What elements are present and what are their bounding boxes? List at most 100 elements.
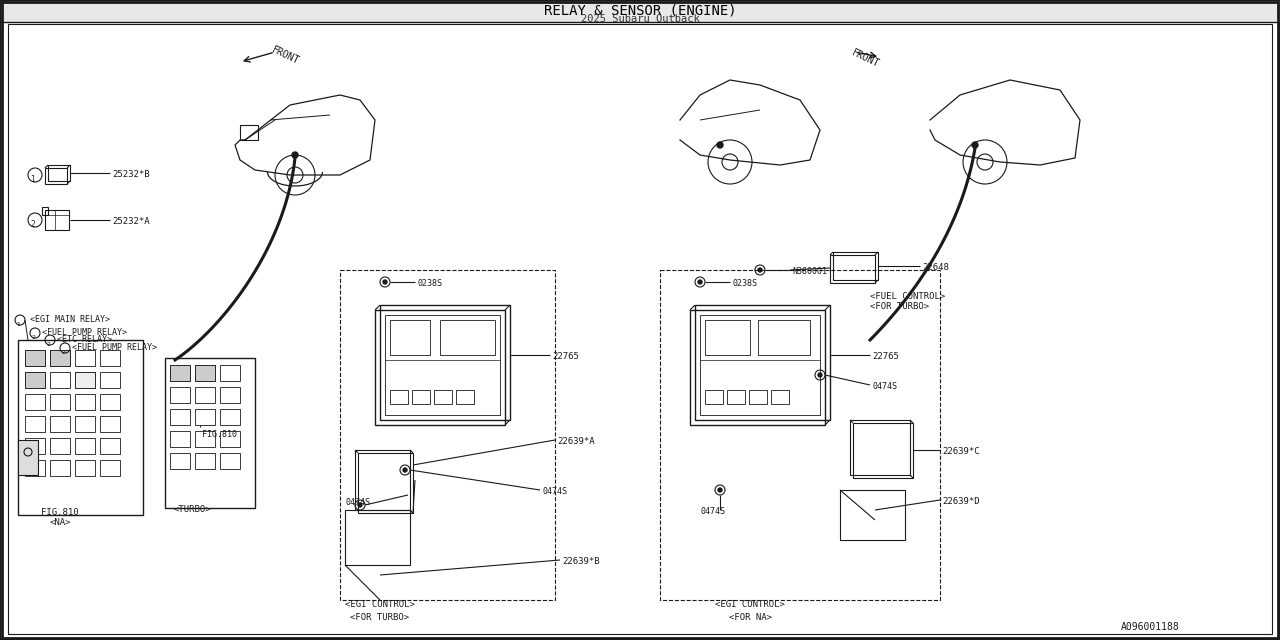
Bar (76, 460, 95, 476)
Bar (346, 510, 410, 565)
Bar (220, 387, 241, 403)
Bar (195, 431, 215, 447)
Text: <FOR NA>: <FOR NA> (728, 613, 772, 622)
Bar (49, 165, 70, 181)
Circle shape (818, 373, 822, 377)
Bar (26, 350, 45, 366)
Bar (840, 490, 905, 540)
Text: <EGI CONTROL>: <EGI CONTROL> (716, 600, 785, 609)
Bar (456, 390, 474, 404)
Bar (440, 320, 495, 355)
Bar (18, 440, 38, 475)
Bar (50, 438, 70, 454)
Bar (195, 365, 215, 381)
Text: 0238S: 0238S (732, 279, 756, 288)
Bar (220, 365, 241, 381)
Circle shape (717, 142, 723, 148)
Bar (76, 394, 95, 410)
Bar (42, 207, 49, 215)
Text: <EGI CONTROL>: <EGI CONTROL> (346, 600, 415, 609)
Bar (220, 453, 241, 469)
Bar (100, 372, 120, 388)
Bar (26, 372, 45, 388)
Bar (195, 453, 215, 469)
Text: 2: 2 (31, 220, 35, 228)
Bar (100, 416, 120, 432)
Text: <EGI MAIN RELAY>: <EGI MAIN RELAY> (29, 315, 110, 324)
Text: 1: 1 (17, 321, 20, 326)
Text: 0238S: 0238S (417, 279, 442, 288)
Bar (380, 305, 509, 420)
Bar (26, 372, 45, 388)
Text: FIG.810: FIG.810 (202, 430, 237, 439)
Bar (76, 372, 95, 388)
Bar (390, 390, 408, 404)
Bar (829, 255, 876, 283)
Bar (50, 372, 70, 388)
Circle shape (972, 142, 978, 148)
Circle shape (718, 488, 722, 492)
Bar (833, 252, 878, 280)
Text: 0474S: 0474S (872, 382, 897, 391)
Bar (195, 365, 215, 381)
Bar (170, 453, 189, 469)
Bar (100, 438, 120, 454)
Text: 22648: 22648 (922, 263, 948, 272)
Text: 2025 Subaru Outback: 2025 Subaru Outback (581, 14, 699, 24)
Bar (340, 270, 556, 600)
Bar (195, 387, 215, 403)
Bar (26, 394, 45, 410)
Text: 1: 1 (31, 175, 35, 184)
Text: 22639*A: 22639*A (557, 437, 595, 446)
Bar (390, 320, 430, 355)
Text: 2: 2 (61, 349, 65, 355)
Bar (850, 420, 910, 475)
Circle shape (403, 468, 407, 472)
Text: 22639*D: 22639*D (942, 497, 979, 506)
Text: <FUEL CONTROL>: <FUEL CONTROL> (870, 292, 945, 301)
Bar (26, 460, 45, 476)
Text: <FUEL PUMP RELAY>: <FUEL PUMP RELAY> (72, 343, 157, 352)
Bar (690, 310, 826, 425)
Text: RELAY & SENSOR (ENGINE): RELAY & SENSOR (ENGINE) (544, 3, 736, 17)
Text: <TURBO>: <TURBO> (173, 505, 211, 514)
Text: 25232*B: 25232*B (113, 170, 150, 179)
Bar (852, 423, 913, 478)
Bar (385, 315, 500, 415)
Bar (50, 394, 70, 410)
Text: <NA>: <NA> (49, 518, 70, 527)
Bar (50, 350, 70, 366)
Bar (76, 350, 95, 366)
Bar (100, 460, 120, 476)
Bar (355, 450, 410, 510)
Bar (660, 270, 940, 600)
Text: 2: 2 (31, 335, 35, 339)
Bar (705, 320, 750, 355)
Bar (705, 390, 723, 404)
Bar (0, 0, 1280, 22)
Text: 0474S: 0474S (700, 507, 724, 516)
Bar (26, 438, 45, 454)
Bar (220, 431, 241, 447)
Bar (76, 372, 95, 388)
Text: 25232*A: 25232*A (113, 217, 150, 226)
Text: <FOR TURBO>: <FOR TURBO> (351, 613, 410, 622)
Bar (170, 431, 189, 447)
Bar (727, 390, 745, 404)
Text: FRONT: FRONT (270, 45, 301, 67)
Bar (434, 390, 452, 404)
Bar (18, 340, 143, 515)
Bar (170, 365, 189, 381)
Bar (50, 460, 70, 476)
Bar (45, 168, 67, 184)
Bar (758, 320, 810, 355)
Bar (165, 358, 255, 508)
Bar (771, 390, 788, 404)
Text: A096001188: A096001188 (1121, 622, 1180, 632)
Bar (700, 315, 820, 415)
Bar (749, 390, 767, 404)
Bar (45, 210, 69, 230)
Bar (26, 416, 45, 432)
Circle shape (698, 280, 701, 284)
Bar (170, 387, 189, 403)
